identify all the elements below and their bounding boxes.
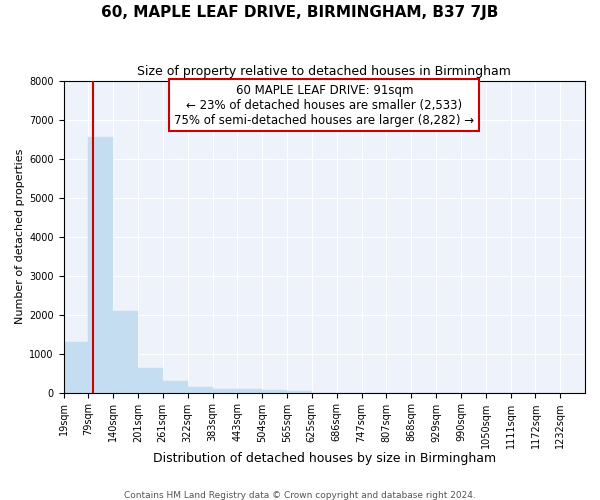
Title: Size of property relative to detached houses in Birmingham: Size of property relative to detached ho…	[137, 65, 511, 78]
Bar	[138, 368, 163, 392]
Bar	[212, 389, 237, 392]
Bar	[262, 390, 287, 392]
Y-axis label: Number of detached properties: Number of detached properties	[15, 149, 25, 324]
Text: 60, MAPLE LEAF DRIVE, BIRMINGHAM, B37 7JB: 60, MAPLE LEAF DRIVE, BIRMINGHAM, B37 7J…	[101, 5, 499, 20]
Bar	[64, 342, 88, 392]
Bar	[188, 387, 212, 392]
Bar	[237, 390, 262, 392]
Bar	[163, 381, 188, 392]
Text: Contains HM Land Registry data © Crown copyright and database right 2024.: Contains HM Land Registry data © Crown c…	[124, 490, 476, 500]
Bar	[88, 137, 113, 392]
Bar	[113, 310, 138, 392]
Bar	[287, 390, 311, 392]
Text: 60 MAPLE LEAF DRIVE: 91sqm
← 23% of detached houses are smaller (2,533)
75% of s: 60 MAPLE LEAF DRIVE: 91sqm ← 23% of deta…	[174, 84, 475, 126]
X-axis label: Distribution of detached houses by size in Birmingham: Distribution of detached houses by size …	[152, 452, 496, 465]
